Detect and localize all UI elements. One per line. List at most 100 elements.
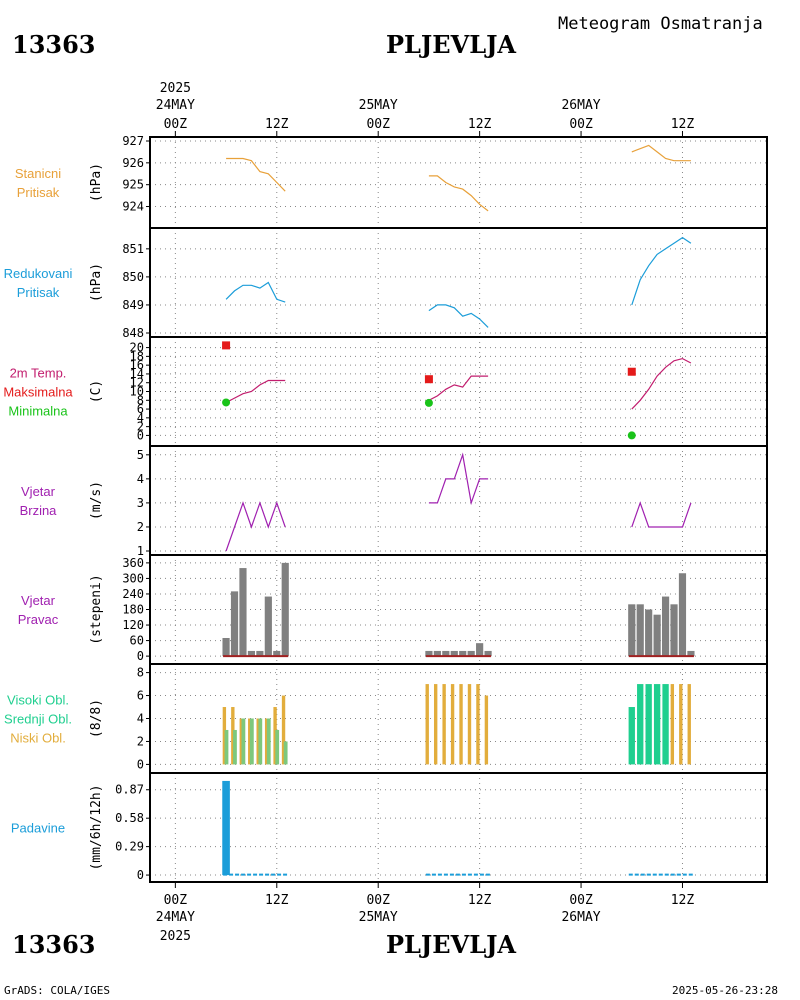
bar	[258, 718, 263, 765]
panel-label: 2m Temp.	[10, 366, 67, 381]
unit-label: (m/s)	[89, 481, 104, 520]
hour-label-top: 12Z	[671, 117, 695, 132]
unit-label: (hPa)	[89, 163, 104, 202]
bar	[224, 729, 229, 765]
y-tick-label: 12	[130, 376, 144, 390]
unit-label: (C)	[89, 380, 104, 403]
bar	[222, 637, 230, 657]
panel-label: Maksimalna	[3, 385, 73, 400]
series-line	[226, 157, 286, 192]
y-tick-label: 2	[137, 520, 144, 534]
panel-label: Visoki Obl.	[7, 693, 69, 708]
bar	[459, 684, 463, 765]
y-tick-label: 14	[130, 367, 144, 381]
unit-label: (mm/6h/12h)	[89, 784, 104, 870]
panel-label: Vjetar	[21, 484, 56, 499]
bar	[442, 650, 450, 657]
y-tick-label: 924	[122, 200, 144, 214]
panel-label: Redukovani	[4, 266, 73, 281]
panel-plot-area	[150, 446, 767, 555]
y-tick-label: 18	[130, 349, 144, 363]
y-tick-label: 20	[130, 341, 144, 355]
y-tick-label: 925	[122, 178, 144, 192]
bar	[661, 596, 670, 657]
station-name-top: PLJEVLJA	[386, 30, 517, 59]
y-tick-label: 16	[130, 358, 144, 372]
y-tick-label: 0	[137, 428, 144, 442]
y-tick-label: 4	[137, 712, 144, 726]
hour-label-bottom: 00Z	[164, 893, 188, 908]
bar	[442, 684, 446, 765]
max-temp-marker	[627, 367, 636, 376]
bar	[653, 614, 661, 657]
y-tick-label: 850	[122, 270, 144, 284]
product-title: Meteogram Osmatranja	[558, 14, 763, 34]
y-tick-label: 10	[130, 385, 144, 399]
panel-frame	[149, 227, 768, 338]
series-line	[428, 304, 489, 328]
hour-label-top: 00Z	[164, 117, 188, 132]
bar	[231, 707, 235, 765]
panel-station-pressure: 924 925 926 927 (hPa) Stanicni Pritisak	[15, 134, 768, 229]
y-tick-label: 8	[137, 666, 144, 680]
hour-label-bottom: 12Z	[671, 893, 695, 908]
series-line	[225, 379, 286, 404]
bar	[273, 650, 281, 657]
max-temp-marker	[222, 341, 231, 350]
y-tick-label: 360	[122, 556, 144, 570]
bar	[433, 650, 441, 657]
panel-frame	[149, 136, 768, 229]
hour-label-bottom: 00Z	[569, 893, 593, 908]
bar	[230, 591, 239, 657]
hour-label-bottom: 00Z	[366, 893, 390, 908]
panel-label: Brzina	[20, 503, 58, 518]
y-tick-label: 6	[137, 689, 144, 703]
unit-label: (8/8)	[89, 699, 104, 738]
bar	[241, 718, 246, 765]
series-line	[428, 175, 489, 212]
date-label-top: 24MAY	[156, 98, 195, 113]
panel-label: Vjetar	[21, 593, 56, 608]
y-tick-label: 2	[137, 734, 144, 748]
bar	[249, 718, 254, 765]
hour-label-top: 00Z	[569, 117, 593, 132]
y-tick-label: 0	[137, 649, 144, 663]
bar	[679, 684, 683, 765]
y-tick-label: 120	[122, 618, 144, 632]
max-temp-marker	[424, 375, 433, 384]
bar	[467, 684, 472, 765]
y-tick-label: 300	[122, 571, 144, 585]
bar	[281, 695, 286, 765]
y-tick-label: 180	[122, 603, 144, 617]
unit-label: (stepeni)	[89, 574, 104, 644]
panel-label: Pravac	[18, 612, 59, 627]
y-tick-label: 0.58	[115, 811, 144, 825]
series-line	[428, 452, 489, 506]
panel-plot-area	[150, 228, 767, 337]
panel-label: Padavine	[11, 821, 65, 836]
bar	[637, 684, 644, 765]
station-id-top: 13363	[12, 30, 96, 59]
date-label-bottom: 24MAY	[156, 910, 195, 925]
bar	[222, 707, 227, 765]
y-tick-label: 4	[137, 411, 144, 425]
panel-label: Srednji Obl.	[4, 712, 72, 727]
panel-wind-speed: 1 2 3 4 5 (m/s) Vjetar Brzina	[20, 445, 768, 558]
y-tick-label: 8	[137, 393, 144, 407]
y-tick-label: 60	[130, 634, 144, 648]
series-line	[631, 236, 692, 306]
y-tick-label: 0.87	[115, 783, 144, 797]
min-temp-marker	[424, 398, 433, 407]
bar	[450, 650, 458, 657]
bar	[670, 604, 678, 657]
bar	[264, 718, 269, 765]
y-tick-label: 4	[137, 472, 144, 486]
y-tick-label: 1	[137, 544, 144, 558]
bar	[653, 684, 661, 765]
bar	[628, 707, 635, 765]
y-tick-label: 0.29	[115, 840, 144, 854]
y-tick-label: 927	[122, 134, 144, 148]
bar	[645, 684, 652, 765]
series-line	[631, 357, 692, 410]
bar	[248, 718, 252, 765]
